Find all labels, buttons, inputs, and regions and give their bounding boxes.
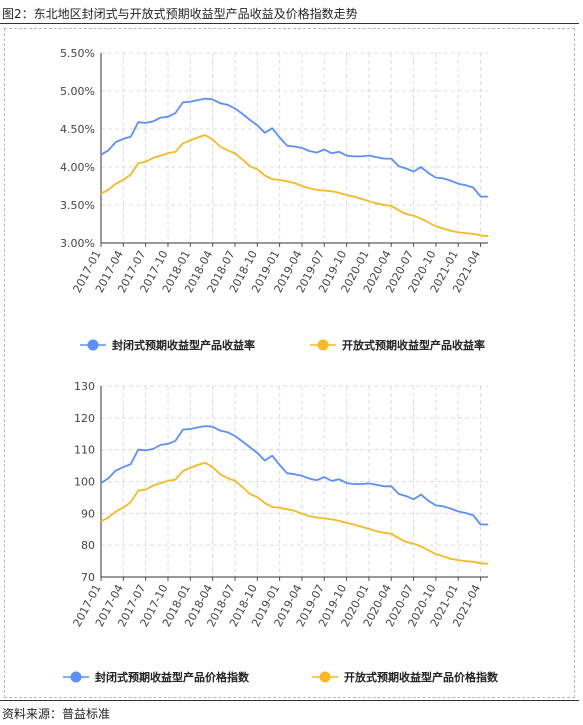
y-tick-label: 130 [74,380,95,393]
legend-label: 封闭式预期收益型产品价格指数 [95,670,250,684]
y-tick-label: 3.00% [60,237,95,250]
y-tick-label: 120 [74,412,95,425]
top-divider [0,23,579,24]
bottom-divider [0,700,579,701]
series-line [100,425,488,526]
y-tick-label: 100 [74,476,95,489]
legend-label: 封闭式预期收益型产品收益率 [112,338,255,352]
y-tick-label: 5.00% [60,85,95,98]
series-line [100,134,489,238]
legend-marker [317,339,329,351]
chart-svg: 3.00%3.50%4.00%4.50%5.00%5.50%2017-01201… [60,47,499,684]
chart-index: 7080901001101201302017-012017-042017-072… [63,380,499,684]
y-tick-label: 4.00% [60,161,95,174]
y-tick-label: 4.50% [60,123,95,136]
source-note: 资料来源：普益标准 [2,707,111,721]
legend-marker [87,339,99,351]
legend-label: 开放式预期收益型产品收益率 [342,338,485,352]
y-tick-label: 110 [74,444,95,457]
legend-marker [319,671,331,683]
legend-marker [70,671,82,683]
series-line [100,461,489,565]
y-tick-label: 90 [81,507,95,520]
chart-frame [4,28,575,698]
figure-title: 图2：东北地区封闭式与开放式预期收益型产品收益及价格指数走势 [2,7,358,21]
y-tick-label: 5.50% [60,47,95,60]
y-tick-label: 3.50% [60,199,95,212]
chart-rate: 3.00%3.50%4.00%4.50%5.00%5.50%2017-01201… [60,47,489,352]
y-tick-label: 80 [81,539,95,552]
legend-label: 开放式预期收益型产品价格指数 [344,670,499,684]
series-line [100,97,488,198]
y-tick-label: 70 [81,571,95,584]
